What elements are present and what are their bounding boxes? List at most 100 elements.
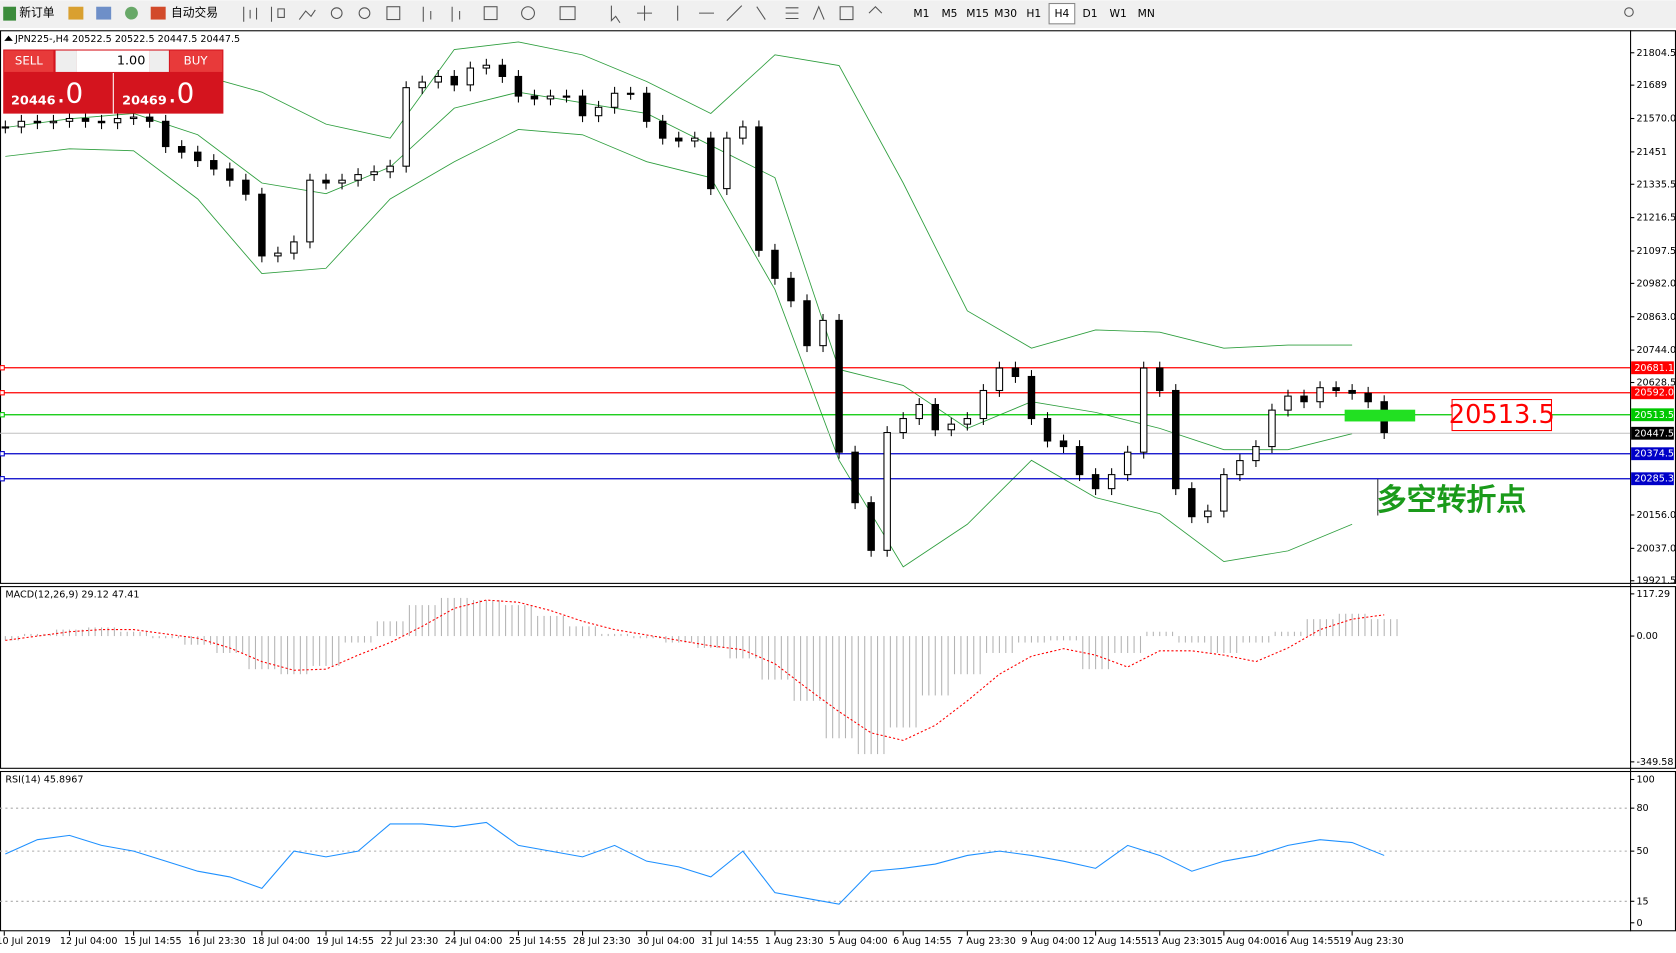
candle [97, 120, 106, 124]
candle [1300, 395, 1308, 403]
candle [674, 137, 683, 142]
buy-button[interactable] [169, 50, 223, 72]
candle [322, 179, 330, 184]
price-label-bg [1631, 408, 1674, 422]
candle [418, 81, 426, 89]
timeframe-button[interactable]: M1 [913, 7, 929, 20]
price-line-handle [0, 476, 5, 482]
y-tick-label: 20982.0 [1636, 278, 1676, 289]
candle [562, 95, 571, 98]
icon[interactable] [96, 6, 112, 20]
timeframe-button[interactable]: M15 [966, 7, 989, 20]
candle [1252, 446, 1260, 462]
icon[interactable] [559, 6, 576, 21]
y-tick-label: 19921.5 [1636, 576, 1676, 587]
candle [899, 418, 907, 434]
timeframe-button[interactable]: M30 [994, 7, 1017, 20]
candle [450, 75, 459, 86]
candle [226, 168, 234, 181]
candle [1091, 474, 1100, 490]
icon[interactable] [150, 6, 166, 20]
timeframe-button[interactable]: H1 [1026, 7, 1041, 20]
timeframe-button[interactable]: D1 [1083, 7, 1098, 20]
icon[interactable] [330, 7, 343, 20]
timeframe-button[interactable]: MN [1138, 7, 1155, 20]
candle [1139, 367, 1148, 453]
new-order-button[interactable]: 新订单 [19, 6, 54, 20]
candle [386, 165, 394, 173]
lots-input[interactable] [76, 50, 150, 72]
y-tick-label: 21689 [1636, 80, 1667, 91]
price-label-bg [1631, 361, 1674, 375]
candle [723, 137, 731, 190]
candle [915, 403, 923, 420]
icon[interactable] [3, 6, 17, 21]
timeframe-button[interactable]: M5 [941, 7, 957, 20]
icon[interactable] [677, 5, 799, 22]
icon[interactable] [521, 6, 535, 21]
current-price-label: 20447.5 [1634, 428, 1674, 439]
timeframe-button[interactable]: W1 [1109, 7, 1126, 20]
icon[interactable] [68, 6, 84, 20]
lots-up[interactable] [149, 50, 169, 72]
trade-panel: SELL 1.00 BUY 20446 .0 20469 .0 [3, 49, 224, 114]
price-label: 20592.0 [1634, 388, 1674, 399]
candle [578, 95, 587, 117]
x-tick-label: 12 Jul 04:00 [60, 936, 118, 947]
candle [1123, 451, 1132, 476]
candle [1107, 474, 1116, 490]
sell-button[interactable] [4, 50, 54, 72]
price-line-handle [0, 390, 5, 396]
x-tick-label: 22 Jul 23:30 [381, 936, 439, 947]
lots-down[interactable] [55, 50, 77, 72]
x-tick-label: 25 Jul 14:55 [509, 936, 567, 947]
y-tick-label: 21097.5 [1636, 246, 1676, 257]
candle [691, 137, 699, 142]
candle [755, 126, 763, 251]
icon[interactable] [483, 6, 498, 21]
x-tick-label: 13 Aug 23:30 [1147, 936, 1212, 947]
y-tick-label: 20037.0 [1636, 543, 1676, 554]
candle [835, 319, 843, 453]
candle [498, 64, 507, 77]
x-tick-label: 30 Jul 04:00 [637, 936, 695, 947]
icon[interactable] [637, 5, 653, 21]
icon[interactable] [610, 5, 621, 24]
y-tick-label: 20744.0 [1636, 345, 1676, 356]
icon[interactable] [298, 9, 316, 20]
bid-price[interactable]: 20446 [11, 93, 56, 108]
candle [771, 249, 779, 279]
icon[interactable] [451, 6, 461, 22]
timeframe-button[interactable]: H4 [1055, 7, 1070, 20]
candle [1316, 387, 1324, 403]
y-tick-label: 0 [1636, 918, 1642, 929]
candle [530, 95, 539, 100]
icon[interactable] [386, 6, 401, 21]
ask-fraction[interactable]: .0 [168, 76, 195, 109]
x-tick-label: 19 Aug 23:30 [1339, 936, 1404, 947]
candle [258, 193, 266, 257]
icon[interactable] [422, 6, 432, 22]
candle [306, 179, 314, 243]
icon[interactable] [1624, 7, 1634, 17]
icon[interactable] [125, 6, 138, 20]
icon[interactable] [358, 7, 371, 20]
macd-title: MACD(12,26,9) 29.12 47.41 [5, 590, 139, 601]
auto-trading-button[interactable]: 自动交易 [171, 6, 218, 20]
sell-label[interactable]: SELL [15, 54, 43, 68]
price-label: 20513.5 [1634, 410, 1674, 421]
bid-fraction[interactable]: .0 [57, 76, 84, 109]
icon[interactable] [270, 6, 285, 22]
ask-price[interactable]: 20469 [122, 93, 167, 108]
buy-label[interactable]: BUY [184, 54, 209, 68]
icon[interactable] [812, 5, 883, 21]
current-price-bg [1631, 426, 1674, 440]
y-tick-label: 21216.5 [1636, 213, 1676, 224]
active-timeframe [1048, 2, 1076, 25]
y-tick-label: 20863.0 [1636, 312, 1676, 323]
lots-value[interactable]: 1.00 [117, 54, 146, 69]
y-tick-label: -349.58 [1636, 757, 1673, 768]
icon[interactable] [243, 6, 258, 22]
